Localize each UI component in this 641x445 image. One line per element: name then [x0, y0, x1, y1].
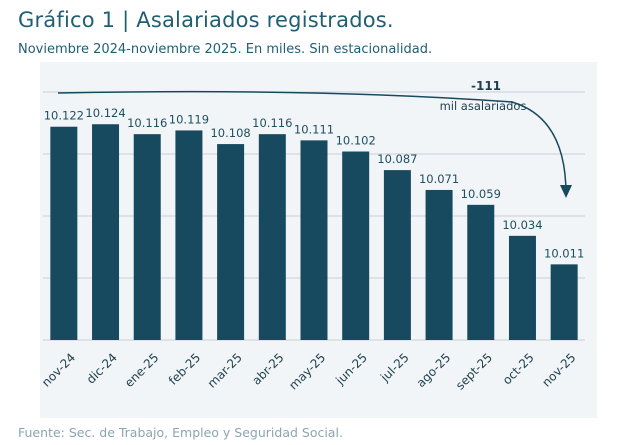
data-label-nov-24: 10.122 [44, 109, 84, 123]
bar-mar-25 [217, 144, 245, 340]
data-label-jun-25: 10.102 [336, 134, 376, 148]
bar-jun-25 [342, 151, 370, 340]
bar-sept-25 [467, 204, 495, 340]
bar-nov-24 [50, 126, 78, 340]
bar-oct-25 [508, 235, 536, 340]
data-label-oct-25: 10.034 [502, 218, 542, 232]
chart-title: Gráfico 1 | Asalariados registrados. [18, 8, 394, 32]
data-label-dic-24: 10.124 [85, 106, 125, 120]
bar-abr-25 [258, 134, 286, 340]
data-label-nov-25: 10.011 [544, 246, 584, 260]
trend-arrow [57, 90, 567, 195]
data-label-may-25: 10.111 [294, 122, 334, 136]
chart-subtitle: Noviembre 2024-noviembre 2025. En miles.… [18, 42, 433, 57]
source-note: Fuente: Sec. de Trabajo, Empleo y Seguri… [18, 425, 343, 440]
bar-ago-25 [425, 189, 453, 340]
trend-arrowhead [560, 185, 572, 198]
bar-jul-25 [383, 170, 411, 340]
data-label-mar-25: 10.108 [210, 126, 250, 140]
data-label-feb-25: 10.119 [169, 112, 209, 126]
bar-ene-25 [133, 134, 161, 340]
bar-dic-24 [92, 124, 120, 341]
bar-feb-25 [175, 130, 203, 340]
data-label-jul-25: 10.087 [377, 152, 417, 166]
data-label-abr-25: 10.116 [252, 116, 292, 130]
data-label-sept-25: 10.059 [461, 187, 501, 201]
annotation-value: -111 [471, 79, 501, 93]
data-label-ene-25: 10.116 [127, 116, 167, 130]
data-label-ago-25: 10.071 [419, 172, 459, 186]
bar-may-25 [300, 140, 328, 340]
bar-nov-25 [550, 264, 578, 340]
annotation-text: mil asalariados [440, 99, 527, 113]
